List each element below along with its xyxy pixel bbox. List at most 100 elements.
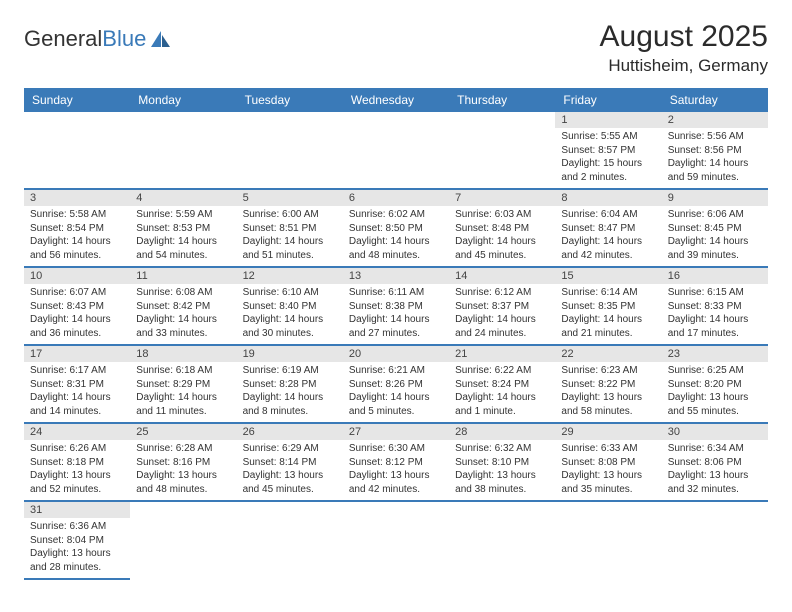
day-details: Sunrise: 6:36 AMSunset: 8:04 PMDaylight:…: [24, 518, 130, 578]
day-number: 15: [555, 268, 661, 284]
calendar-cell: 28Sunrise: 6:32 AMSunset: 8:10 PMDayligh…: [449, 424, 555, 502]
weekday-fri: Friday: [555, 88, 661, 112]
calendar-cell: [449, 502, 555, 580]
day-number: 8: [555, 190, 661, 206]
day-number: 27: [343, 424, 449, 440]
logo-text-1: General: [24, 26, 102, 52]
calendar-cell: [237, 112, 343, 190]
day-details: Sunrise: 6:10 AMSunset: 8:40 PMDaylight:…: [237, 284, 343, 344]
calendar-cell: 24Sunrise: 6:26 AMSunset: 8:18 PMDayligh…: [24, 424, 130, 502]
day-details: Sunrise: 6:11 AMSunset: 8:38 PMDaylight:…: [343, 284, 449, 344]
day-number: 9: [662, 190, 768, 206]
calendar-cell: 27Sunrise: 6:30 AMSunset: 8:12 PMDayligh…: [343, 424, 449, 502]
day-number: 28: [449, 424, 555, 440]
day-details: Sunrise: 6:19 AMSunset: 8:28 PMDaylight:…: [237, 362, 343, 422]
day-number: 22: [555, 346, 661, 362]
day-number: 3: [24, 190, 130, 206]
day-number: 1: [555, 112, 661, 128]
calendar-cell: 14Sunrise: 6:12 AMSunset: 8:37 PMDayligh…: [449, 268, 555, 346]
calendar-cell: 13Sunrise: 6:11 AMSunset: 8:38 PMDayligh…: [343, 268, 449, 346]
calendar-cell: 12Sunrise: 6:10 AMSunset: 8:40 PMDayligh…: [237, 268, 343, 346]
calendar-cell: 4Sunrise: 5:59 AMSunset: 8:53 PMDaylight…: [130, 190, 236, 268]
weekday-tue: Tuesday: [237, 88, 343, 112]
logo: GeneralBlue: [24, 26, 172, 52]
day-details: Sunrise: 6:07 AMSunset: 8:43 PMDaylight:…: [24, 284, 130, 344]
day-number: 25: [130, 424, 236, 440]
calendar-cell: 8Sunrise: 6:04 AMSunset: 8:47 PMDaylight…: [555, 190, 661, 268]
day-number: 26: [237, 424, 343, 440]
day-number: 14: [449, 268, 555, 284]
day-number: 11: [130, 268, 236, 284]
day-details: Sunrise: 5:58 AMSunset: 8:54 PMDaylight:…: [24, 206, 130, 266]
calendar-cell: 19Sunrise: 6:19 AMSunset: 8:28 PMDayligh…: [237, 346, 343, 424]
day-details: Sunrise: 6:22 AMSunset: 8:24 PMDaylight:…: [449, 362, 555, 422]
weekday-sun: Sunday: [24, 88, 130, 112]
day-number: 20: [343, 346, 449, 362]
calendar-cell: [237, 502, 343, 580]
weekday-thu: Thursday: [449, 88, 555, 112]
day-number: 10: [24, 268, 130, 284]
calendar-cell: 2Sunrise: 5:56 AMSunset: 8:56 PMDaylight…: [662, 112, 768, 190]
day-details: Sunrise: 5:59 AMSunset: 8:53 PMDaylight:…: [130, 206, 236, 266]
day-details: Sunrise: 6:33 AMSunset: 8:08 PMDaylight:…: [555, 440, 661, 500]
calendar-cell: 18Sunrise: 6:18 AMSunset: 8:29 PMDayligh…: [130, 346, 236, 424]
calendar-cell: 21Sunrise: 6:22 AMSunset: 8:24 PMDayligh…: [449, 346, 555, 424]
day-details: Sunrise: 5:56 AMSunset: 8:56 PMDaylight:…: [662, 128, 768, 188]
weekday-sat: Saturday: [662, 88, 768, 112]
day-details: Sunrise: 6:03 AMSunset: 8:48 PMDaylight:…: [449, 206, 555, 266]
day-details: Sunrise: 6:29 AMSunset: 8:14 PMDaylight:…: [237, 440, 343, 500]
weekday-wed: Wednesday: [343, 88, 449, 112]
day-details: Sunrise: 6:06 AMSunset: 8:45 PMDaylight:…: [662, 206, 768, 266]
day-details: Sunrise: 6:02 AMSunset: 8:50 PMDaylight:…: [343, 206, 449, 266]
day-number: 6: [343, 190, 449, 206]
day-details: Sunrise: 6:32 AMSunset: 8:10 PMDaylight:…: [449, 440, 555, 500]
calendar-cell: 5Sunrise: 6:00 AMSunset: 8:51 PMDaylight…: [237, 190, 343, 268]
calendar-cell: 25Sunrise: 6:28 AMSunset: 8:16 PMDayligh…: [130, 424, 236, 502]
day-number: 29: [555, 424, 661, 440]
calendar-cell: 20Sunrise: 6:21 AMSunset: 8:26 PMDayligh…: [343, 346, 449, 424]
day-details: Sunrise: 6:04 AMSunset: 8:47 PMDaylight:…: [555, 206, 661, 266]
calendar-cell: [449, 112, 555, 190]
calendar-cell: 3Sunrise: 5:58 AMSunset: 8:54 PMDaylight…: [24, 190, 130, 268]
calendar-cell: 6Sunrise: 6:02 AMSunset: 8:50 PMDaylight…: [343, 190, 449, 268]
day-details: Sunrise: 6:25 AMSunset: 8:20 PMDaylight:…: [662, 362, 768, 422]
day-details: Sunrise: 6:17 AMSunset: 8:31 PMDaylight:…: [24, 362, 130, 422]
day-number: 21: [449, 346, 555, 362]
day-number: 12: [237, 268, 343, 284]
calendar-cell: 30Sunrise: 6:34 AMSunset: 8:06 PMDayligh…: [662, 424, 768, 502]
day-number: 31: [24, 502, 130, 518]
day-number: 18: [130, 346, 236, 362]
day-number: 19: [237, 346, 343, 362]
calendar-cell: 29Sunrise: 6:33 AMSunset: 8:08 PMDayligh…: [555, 424, 661, 502]
sail-icon: [150, 30, 172, 48]
day-number: 5: [237, 190, 343, 206]
calendar-cell: 10Sunrise: 6:07 AMSunset: 8:43 PMDayligh…: [24, 268, 130, 346]
day-number: 13: [343, 268, 449, 284]
calendar-cell: 16Sunrise: 6:15 AMSunset: 8:33 PMDayligh…: [662, 268, 768, 346]
day-details: Sunrise: 6:34 AMSunset: 8:06 PMDaylight:…: [662, 440, 768, 500]
calendar-cell: 9Sunrise: 6:06 AMSunset: 8:45 PMDaylight…: [662, 190, 768, 268]
calendar-cell: 26Sunrise: 6:29 AMSunset: 8:14 PMDayligh…: [237, 424, 343, 502]
month-title: August 2025: [600, 20, 768, 54]
calendar-cell: [343, 502, 449, 580]
day-details: Sunrise: 5:55 AMSunset: 8:57 PMDaylight:…: [555, 128, 661, 188]
day-number: 17: [24, 346, 130, 362]
day-details: Sunrise: 6:26 AMSunset: 8:18 PMDaylight:…: [24, 440, 130, 500]
calendar-cell: [662, 502, 768, 580]
title-block: August 2025 Huttisheim, Germany: [600, 20, 768, 76]
weekday-mon: Monday: [130, 88, 236, 112]
calendar-cell: [130, 502, 236, 580]
day-details: Sunrise: 6:30 AMSunset: 8:12 PMDaylight:…: [343, 440, 449, 500]
calendar-cell: 22Sunrise: 6:23 AMSunset: 8:22 PMDayligh…: [555, 346, 661, 424]
day-details: Sunrise: 6:12 AMSunset: 8:37 PMDaylight:…: [449, 284, 555, 344]
calendar-body: 1Sunrise: 5:55 AMSunset: 8:57 PMDaylight…: [24, 112, 768, 580]
calendar-cell: 7Sunrise: 6:03 AMSunset: 8:48 PMDaylight…: [449, 190, 555, 268]
day-details: Sunrise: 6:14 AMSunset: 8:35 PMDaylight:…: [555, 284, 661, 344]
day-number: 30: [662, 424, 768, 440]
logo-text-2: Blue: [102, 26, 146, 52]
calendar-cell: 17Sunrise: 6:17 AMSunset: 8:31 PMDayligh…: [24, 346, 130, 424]
calendar-cell: 11Sunrise: 6:08 AMSunset: 8:42 PMDayligh…: [130, 268, 236, 346]
calendar-cell: [343, 112, 449, 190]
day-details: Sunrise: 6:23 AMSunset: 8:22 PMDaylight:…: [555, 362, 661, 422]
calendar-cell: 1Sunrise: 5:55 AMSunset: 8:57 PMDaylight…: [555, 112, 661, 190]
